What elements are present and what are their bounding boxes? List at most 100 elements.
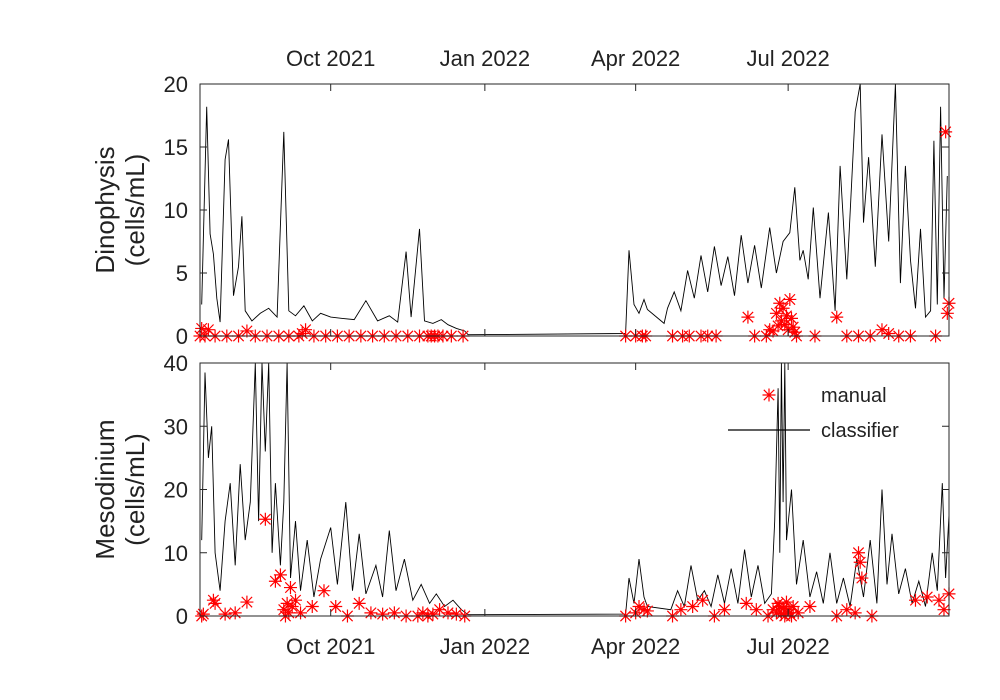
data-point-manual bbox=[882, 326, 896, 340]
data-point-manual bbox=[299, 323, 313, 337]
data-point-manual bbox=[853, 555, 867, 569]
y-axis-label: Mesodinium(cells/mL) bbox=[90, 419, 150, 559]
plot-area bbox=[200, 363, 949, 616]
data-point-manual bbox=[786, 600, 800, 614]
data-point-manual bbox=[741, 310, 755, 324]
series-line-classifier bbox=[201, 83, 948, 336]
y-tick-label: 15 bbox=[164, 135, 188, 160]
data-point-manual bbox=[206, 593, 220, 607]
series-classifier bbox=[201, 83, 948, 336]
data-point-manual bbox=[791, 606, 805, 620]
x-tick-label: Oct 2021 bbox=[286, 634, 375, 659]
data-point-manual bbox=[208, 596, 222, 610]
plot-area bbox=[200, 84, 949, 336]
data-point-manual bbox=[686, 600, 700, 614]
y-tick-label: 0 bbox=[176, 604, 188, 629]
data-point-manual bbox=[258, 512, 272, 526]
data-point-manual bbox=[875, 323, 889, 337]
data-point-manual bbox=[778, 318, 792, 332]
y-axis-label-line: (cells/mL) bbox=[120, 433, 150, 546]
y-axis-label: Dinophysis(cells/mL) bbox=[90, 146, 150, 273]
data-point-manual bbox=[218, 607, 232, 621]
y-tick-label: 10 bbox=[164, 541, 188, 566]
data-point-manual bbox=[769, 306, 783, 320]
data-point-manual bbox=[277, 603, 291, 617]
panel-1: 0 5 10 15 20 Oct 2021 Jan 2022 Apr 2022 Jul 2022… bbox=[90, 46, 956, 349]
x-tick-label: Apr 2022 bbox=[591, 634, 680, 659]
panel-2: 0 10 20 30 40 Oct 2021 Jan 2022 Apr 2022 Jul 202… bbox=[90, 351, 956, 659]
data-point-manual bbox=[773, 600, 787, 614]
data-point-manual bbox=[352, 596, 366, 610]
data-point-manual bbox=[441, 606, 455, 620]
data-point-manual bbox=[840, 603, 854, 617]
data-point-manual bbox=[830, 310, 844, 324]
y-tick-label: 30 bbox=[164, 414, 188, 439]
data-point-manual bbox=[283, 581, 297, 595]
y-axis-label-line: (cells/mL) bbox=[120, 154, 150, 267]
data-point-manual bbox=[717, 603, 731, 617]
data-point-manual bbox=[696, 593, 710, 607]
x-tick-label: Oct 2021 bbox=[286, 46, 375, 71]
data-point-manual bbox=[779, 309, 793, 323]
y-tick-label: 20 bbox=[164, 72, 188, 97]
data-point-manual bbox=[228, 606, 242, 620]
legend: manual classifier bbox=[728, 385, 899, 442]
data-point-manual bbox=[852, 546, 866, 560]
x-tick-label: Jan 2022 bbox=[440, 46, 531, 71]
data-point-manual bbox=[674, 603, 688, 617]
x-tick-label: Apr 2022 bbox=[591, 46, 680, 71]
data-point-manual bbox=[939, 125, 953, 139]
y-axis-label-line: Mesodinium bbox=[90, 419, 120, 559]
data-point-manual bbox=[196, 607, 210, 621]
data-point-manual bbox=[848, 606, 862, 620]
data-point-manual bbox=[289, 593, 303, 607]
data-point-manual bbox=[784, 311, 798, 325]
data-point-manual bbox=[285, 600, 299, 614]
y-tick-label: 10 bbox=[164, 198, 188, 223]
data-point-manual bbox=[201, 323, 215, 337]
data-point-manual bbox=[783, 606, 797, 620]
data-point-manual bbox=[908, 593, 922, 607]
data-point-manual bbox=[774, 607, 788, 621]
data-point-manual bbox=[769, 606, 783, 620]
data-point-manual bbox=[632, 600, 646, 614]
data-point-manual bbox=[803, 600, 817, 614]
data-point-manual bbox=[920, 590, 934, 604]
data-point-manual bbox=[195, 321, 209, 335]
data-point-manual bbox=[786, 320, 800, 334]
legend-label-classifier: classifier bbox=[821, 420, 899, 442]
data-point-manual bbox=[449, 607, 463, 621]
data-point-manual bbox=[280, 596, 294, 610]
data-point-manual bbox=[932, 593, 946, 607]
data-point-manual bbox=[426, 607, 440, 621]
legend-label-manual: manual bbox=[821, 385, 887, 407]
data-point-manual bbox=[282, 606, 296, 620]
x-tick-label: Jul 2022 bbox=[747, 46, 830, 71]
data-point-manual bbox=[305, 600, 319, 614]
data-point-manual bbox=[240, 324, 254, 338]
data-point-manual bbox=[240, 595, 254, 609]
data-point-manual bbox=[771, 319, 785, 333]
data-point-manual bbox=[637, 603, 651, 617]
data-point-manual bbox=[788, 325, 802, 339]
data-point-manual bbox=[364, 606, 378, 620]
data-point-manual bbox=[776, 601, 790, 615]
y-axis-label-line: Dinophysis bbox=[90, 146, 120, 273]
y-tick-label: 5 bbox=[176, 261, 188, 286]
data-point-manual bbox=[376, 607, 390, 621]
data-point-manual bbox=[433, 603, 447, 617]
data-point-manual bbox=[317, 584, 331, 598]
y-tick-label: 40 bbox=[164, 351, 188, 376]
data-point-manual bbox=[773, 296, 787, 310]
data-point-manual bbox=[763, 323, 777, 337]
data-point-manual bbox=[273, 568, 287, 582]
data-point-manual bbox=[416, 606, 430, 620]
y-tick-label: 20 bbox=[164, 478, 188, 503]
data-point-manual bbox=[937, 603, 951, 617]
data-point-manual bbox=[329, 600, 343, 614]
data-point-manual bbox=[268, 574, 282, 588]
data-point-manual bbox=[783, 292, 797, 306]
data-point-manual bbox=[776, 301, 790, 315]
data-point-manual bbox=[779, 595, 793, 609]
data-point-manual bbox=[940, 306, 954, 320]
